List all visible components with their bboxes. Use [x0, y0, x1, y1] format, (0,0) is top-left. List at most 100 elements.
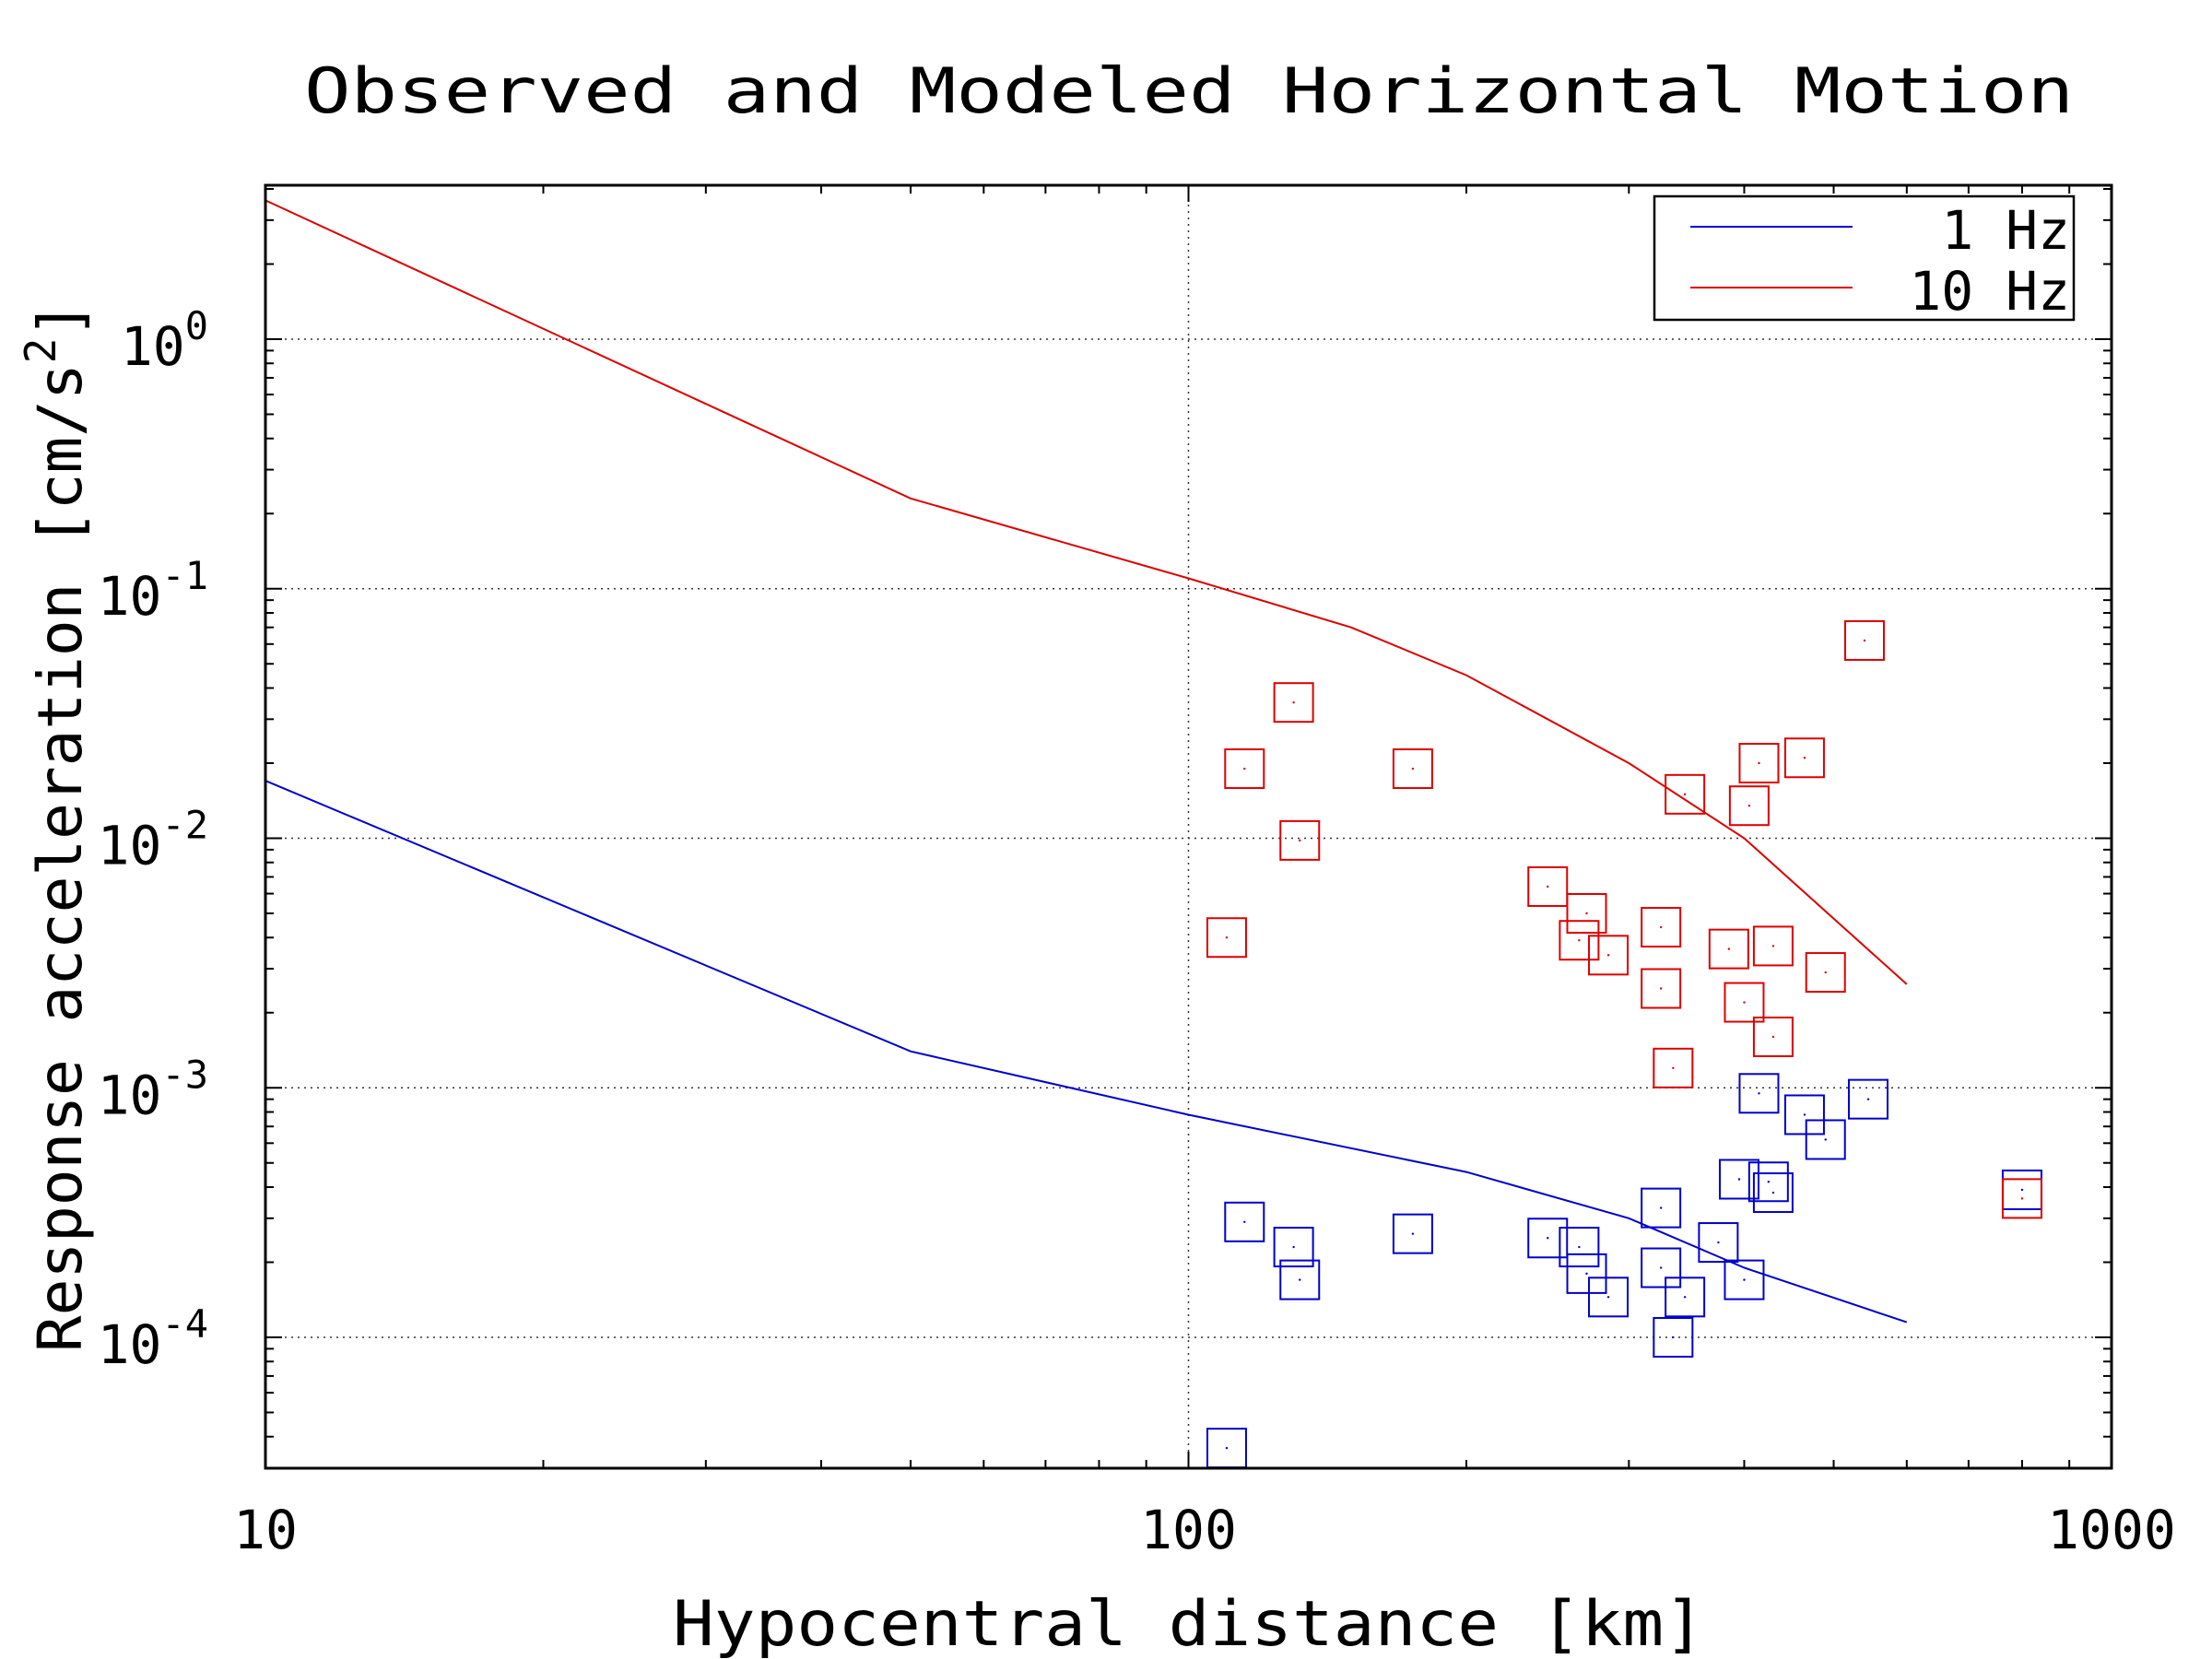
x-tick-labels: 10 100 1000: [233, 1499, 2176, 1561]
observed-point-1hz: [1717, 1241, 1720, 1244]
observed-point-10hz: [2020, 1197, 2024, 1200]
observed-marker-1hz: [1848, 1078, 1889, 1120]
observed-point-1hz: [1672, 1335, 1675, 1339]
observed-marker-10hz: [1566, 893, 1607, 935]
observed-point-10hz: [1659, 925, 1663, 929]
y-axis-label-end: ]: [25, 301, 96, 338]
plot-frame: [264, 183, 2113, 1470]
x-tick-label: 10: [233, 1499, 298, 1561]
observed-marker-10hz: [1783, 737, 1825, 779]
observed-marker-10hz: [1206, 917, 1247, 959]
observed-marker-1hz: [1641, 1187, 1682, 1229]
observed-marker-10hz: [1728, 785, 1770, 827]
observed-point-1hz: [1292, 1245, 1295, 1249]
legend-box: [1653, 194, 2076, 322]
observed-point-1hz: [1411, 1232, 1415, 1235]
observed-point-1hz: [1771, 1191, 1775, 1194]
observed-point-1hz: [1659, 1266, 1663, 1269]
observed-point-1hz: [1683, 1296, 1687, 1299]
y-tick-label: 10-1: [98, 553, 208, 628]
observed-point-1hz: [1659, 1206, 1663, 1209]
y-tick-label-base: 10: [121, 315, 185, 378]
observed-marker-10hz: [1279, 819, 1321, 861]
x-axis-label: Hypocentral distance [km]: [673, 1588, 1705, 1659]
y-tick-label: 100: [121, 303, 208, 378]
observed-point-1hz: [1767, 1181, 1771, 1183]
observed-point-10hz: [1863, 639, 1866, 642]
observed-point-1hz: [1737, 1178, 1741, 1181]
observed-marker-1hz: [1752, 1172, 1794, 1214]
observed-marker-10hz: [1843, 619, 1885, 661]
observed-point-10hz: [1225, 936, 1229, 939]
legend-label-10hz: 10 Hz: [1909, 260, 2070, 323]
observed-point-10hz: [1803, 757, 1806, 759]
observed-marker-10hz: [1641, 968, 1682, 1009]
observed-marker-1hz: [1724, 1259, 1765, 1300]
observed-marker-10hz: [2001, 1178, 2042, 1219]
y-tick-label-exponent: -2: [161, 803, 208, 848]
observed-point-1hz: [1803, 1113, 1806, 1116]
observed-point-1hz: [1606, 1296, 1610, 1299]
observed-point-1hz: [1743, 1278, 1746, 1281]
observed-point-10hz: [1292, 700, 1295, 704]
observed-marker-10hz: [1752, 1016, 1794, 1057]
observed-marker-10hz: [1752, 925, 1794, 967]
legend-label-1hz: 1 Hz: [1941, 199, 2070, 262]
observed-point-1hz: [1299, 1278, 1301, 1281]
observed-point-10hz: [1727, 947, 1731, 950]
observed-point-1hz: [1758, 1092, 1760, 1095]
observed-point-10hz: [1299, 839, 1301, 842]
observed-point-1hz: [1547, 1237, 1549, 1240]
observed-point-1hz: [2020, 1188, 2024, 1192]
observed-point-10hz: [1771, 945, 1775, 947]
chart-title: Observed and Modeled Horizontal Motion: [304, 55, 2074, 128]
model-line-1hz: [265, 780, 1908, 1324]
observed-marker-10hz: [1641, 907, 1682, 948]
observed-marker-1hz: [1559, 1227, 1600, 1268]
x-tick-label: 1000: [2047, 1499, 2176, 1561]
y-tick-label: 10-3: [98, 1052, 208, 1126]
observed-marker-10hz: [1653, 1047, 1694, 1088]
observed-point-10hz: [1672, 1066, 1675, 1070]
observed-point-10hz: [1824, 971, 1827, 974]
y-tick-label-exponent: -1: [161, 553, 208, 598]
observed-marker-1hz: [1273, 1227, 1314, 1268]
y-axis-label-main: Response acceleration [cm/s: [25, 363, 96, 1352]
y-tick-label-base: 10: [98, 565, 162, 628]
x-tick-label: 100: [1140, 1499, 1237, 1561]
observed-marker-10hz: [1708, 928, 1749, 970]
observed-point-10hz: [1683, 793, 1687, 796]
y-tick-label: 10-2: [98, 803, 208, 877]
observed-marker-1hz: [1566, 1253, 1607, 1294]
y-tick-label: 10-4: [98, 1301, 208, 1376]
observed-marker-1hz: [1224, 1201, 1265, 1242]
observed-point-10hz: [1411, 767, 1415, 771]
y-tick-label-exponent: 0: [185, 303, 208, 348]
observed-marker-1hz: [1641, 1247, 1682, 1288]
observed-marker-10hz: [1527, 865, 1569, 907]
observed-marker-1hz: [1747, 1161, 1789, 1203]
model-lines: [265, 199, 1908, 1324]
observed-point-1hz: [1225, 1446, 1229, 1450]
observed-point-1hz: [1585, 1272, 1588, 1276]
observed-point-10hz: [1578, 939, 1581, 942]
observed-point-10hz: [1547, 885, 1549, 888]
observed-point-10hz: [1585, 912, 1588, 915]
observed-point-1hz: [1824, 1138, 1827, 1141]
grid-lines: [265, 185, 2112, 1468]
observed-point-10hz: [1243, 767, 1246, 771]
observed-marker-10hz: [1805, 952, 1846, 994]
observed-point-1hz: [1578, 1245, 1581, 1249]
observed-marker-1hz: [1738, 1073, 1780, 1114]
y-axis-label: Response acceleration [cm/s2]: [16, 301, 96, 1352]
observed-point-10hz: [1659, 987, 1663, 990]
observed-point-10hz: [1743, 1001, 1746, 1004]
observed-marker-1hz: [1805, 1119, 1846, 1160]
observed-marker-1hz: [1392, 1213, 1433, 1254]
observed-point-10hz: [1747, 805, 1751, 807]
observed-markers: [1206, 619, 2042, 1469]
y-tick-label-base: 10: [98, 815, 162, 877]
observed-marker-1hz: [1783, 1094, 1825, 1135]
